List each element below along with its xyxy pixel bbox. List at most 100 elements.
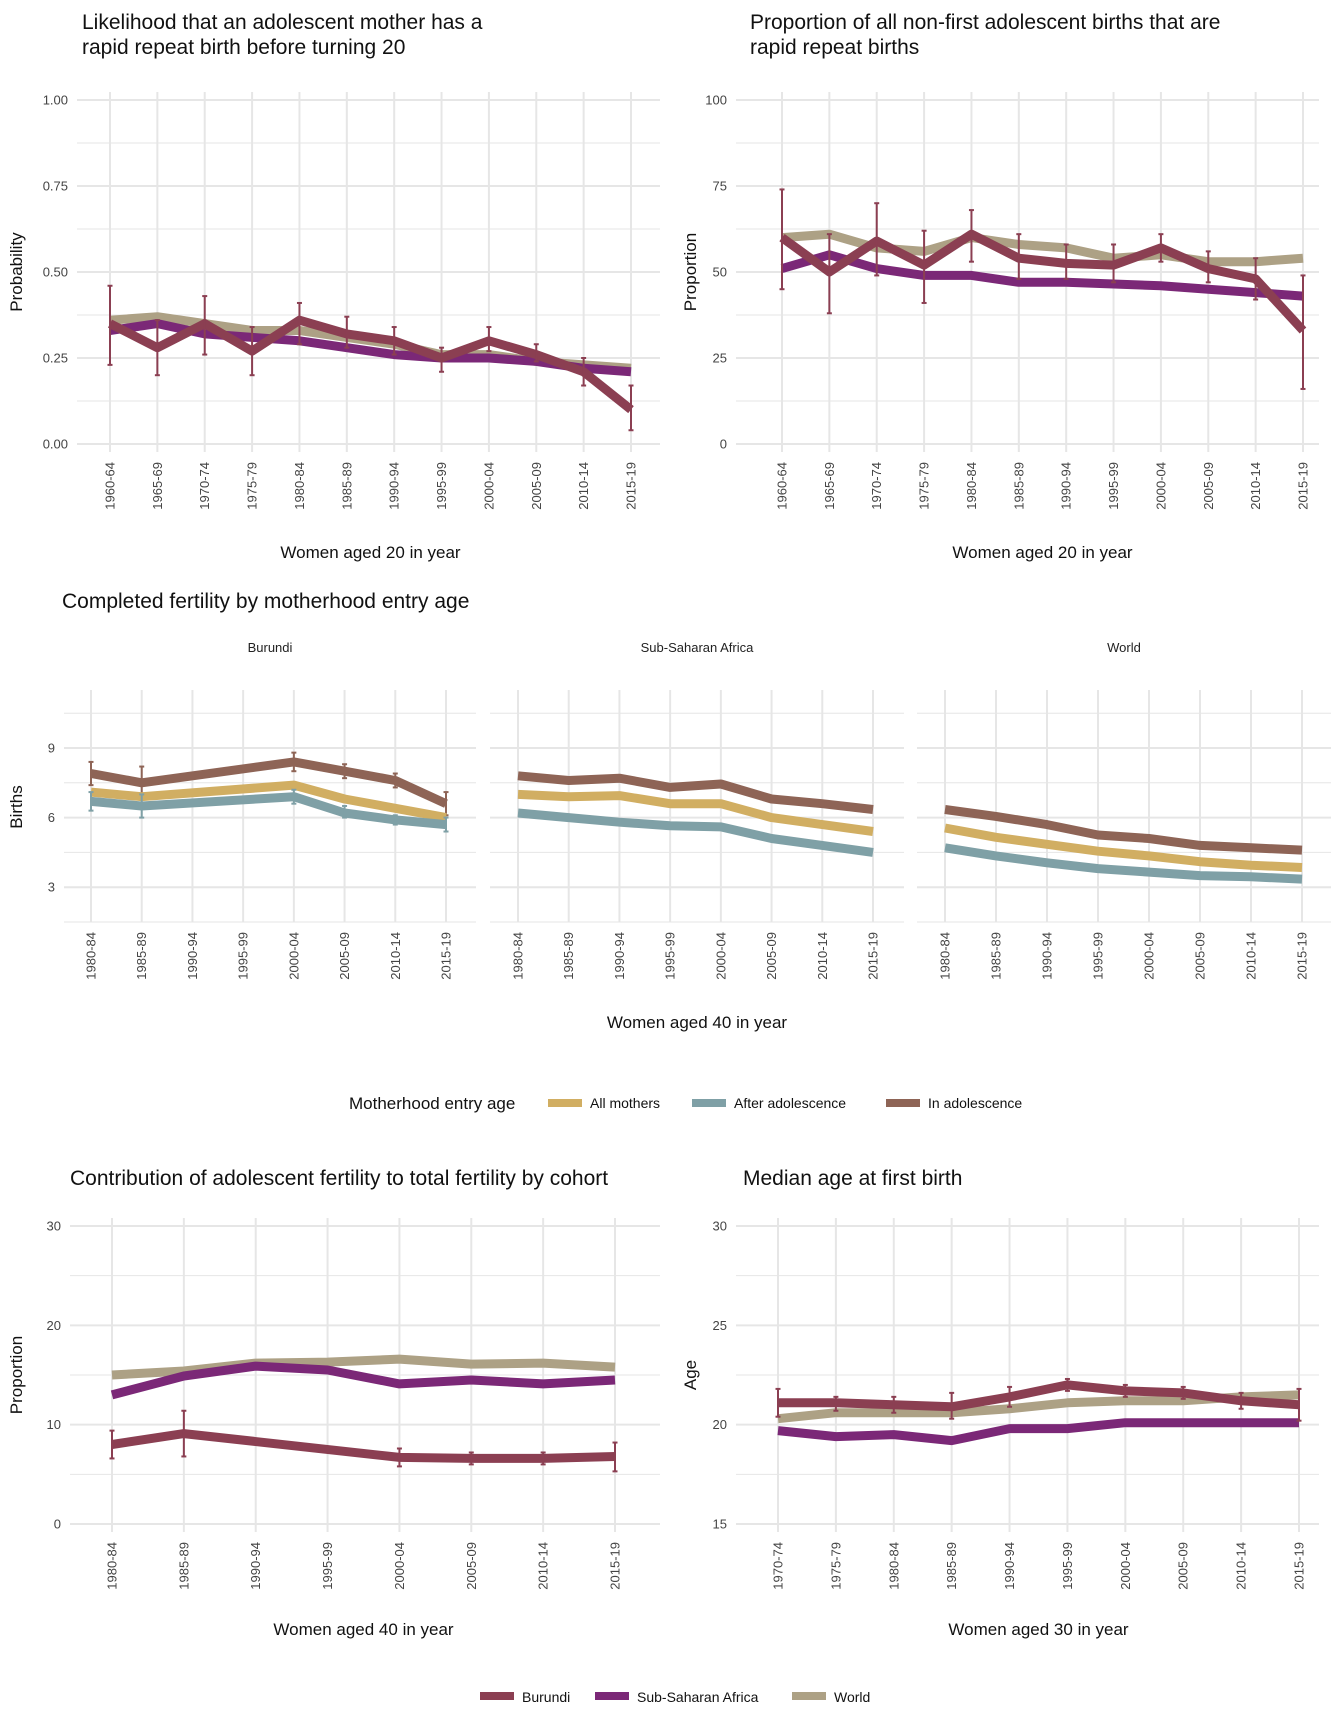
chart-median-age-first-birth: 15 20 25 30 1970-74 1975-79 1980-84 1985-89 1990…: [681, 1167, 1319, 1639]
chart-title: Contribution of adolescent fertility to …: [70, 1167, 608, 1190]
legend-key-sub-saharan-africa: [595, 1692, 629, 1700]
y-tick-label: 25: [713, 1318, 727, 1333]
x-tick-label: 2000-04: [481, 462, 496, 510]
x-axis-title: Women aged 20 in year: [952, 543, 1133, 562]
legend-label: All mothers: [590, 1095, 660, 1111]
burundi-errorbar: [181, 1409, 187, 1458]
facet-world: 1980-84 1985-89 1990-94 1995-99 2000-04 2005-…: [917, 640, 1331, 980]
x-tick-label: 1990-94: [387, 462, 402, 510]
facet-strip-label: Sub-Saharan Africa: [641, 640, 755, 655]
series-line-burundi: [107, 315, 634, 414]
facet-burundi: 3 6 9 1980-84 1985-89 1990-94 1995-99 2000-04 20…: [48, 640, 476, 980]
x-axis-title: Women aged 30 in year: [948, 1620, 1129, 1639]
x-tick-label: 1995-99: [434, 462, 449, 510]
y-tick-label: 100: [705, 93, 727, 108]
x-tick-label: 2005-09: [1193, 932, 1208, 980]
series-line-sub-saharan-africa: [777, 1418, 1299, 1446]
burundi-errorbar: [249, 326, 255, 377]
burundi-errorbar: [533, 343, 539, 363]
chart-title: rapid repeat birth before turning 20: [82, 36, 405, 59]
x-tick-label: 2010-14: [1244, 932, 1259, 980]
burundi-errorbar: [628, 384, 634, 432]
after-adolescence-errorbar: [342, 805, 348, 819]
series-burundi: [775, 1377, 1302, 1422]
x-tick-label: 2000-04: [1153, 462, 1168, 510]
x-tick-label: 2010-14: [1248, 462, 1263, 510]
series-after-adolescence: [517, 808, 874, 857]
x-tick-label: 2005-09: [1176, 1542, 1191, 1590]
x-tick-label: 1975-79: [917, 462, 932, 510]
x-tick-label: 1995-99: [663, 932, 678, 980]
burundi-errorbar: [1064, 1377, 1070, 1392]
y-tick-label: 20: [713, 1417, 727, 1432]
y-tick-label: 1.00: [43, 93, 68, 108]
legend-key-in-adolescence: [886, 1099, 920, 1107]
facet-strip-label: Burundi: [248, 640, 293, 655]
legend-key-burundi: [480, 1692, 514, 1700]
legend-item-after-adolescence: After adolescence: [692, 1095, 846, 1111]
legend-item-all-mothers: All mothers: [548, 1095, 660, 1111]
series-line-all-mothers: [90, 780, 447, 823]
x-tick-label: 1985-89: [1011, 462, 1026, 510]
burundi-errorbar: [949, 1391, 955, 1420]
burundi-errorbar: [439, 346, 445, 373]
chart-title: Proportion of all non-first adolescent b…: [750, 11, 1220, 34]
series-line-sub-saharan-africa: [110, 1361, 616, 1400]
x-tick-label: 1960-64: [103, 462, 118, 510]
x-tick-label: 1985-89: [989, 932, 1004, 980]
x-tick-label: 2015-19: [866, 932, 881, 980]
series-after-adolescence: [944, 843, 1303, 884]
x-tick-label: 1980-84: [84, 932, 99, 980]
legend-label: World: [834, 1689, 870, 1705]
facet-sub-saharan-africa: 1980-84 1985-89 1990-94 1995-99 2000-04 2005-…: [490, 640, 904, 980]
series-world: [111, 1354, 616, 1380]
burundi-errorbar: [1253, 257, 1259, 301]
burundi-errorbar: [612, 1441, 618, 1473]
after-adolescence-errorbar: [443, 816, 449, 833]
chart-title: Likelihood that an adolescent mother has…: [82, 11, 483, 34]
series-line-sub-saharan-africa: [780, 250, 1304, 301]
y-tick-label: 0.50: [43, 265, 68, 280]
burundi-errorbar: [1238, 1391, 1244, 1410]
burundi-errorbar: [1158, 233, 1164, 263]
series-line-world: [111, 1354, 616, 1380]
burundi-errorbar: [581, 357, 587, 387]
burundi-errorbar: [391, 326, 397, 356]
x-tick-label: 2010-14: [536, 1542, 551, 1590]
y-axis-title: Births: [7, 785, 26, 828]
x-tick-label: 1980-84: [938, 932, 953, 980]
x-tick-label: 2000-04: [392, 1542, 407, 1590]
x-axis-title: Women aged 20 in year: [280, 543, 461, 562]
x-tick-label: 1985-89: [561, 932, 576, 980]
legend-key-all-mothers: [548, 1099, 582, 1107]
burundi-errorbar: [344, 315, 350, 349]
x-tick-label: 1980-84: [964, 462, 979, 510]
x-tick-label: 2010-14: [815, 932, 830, 980]
x-tick-label: 1985-89: [134, 932, 149, 980]
burundi-errorbar: [1016, 233, 1022, 280]
x-tick-label: 1995-99: [1091, 932, 1106, 980]
legend-label: After adolescence: [734, 1095, 846, 1111]
burundi-errorbar: [921, 229, 927, 304]
x-tick-label: 2015-19: [439, 932, 454, 980]
x-tick-label: 1990-94: [1040, 932, 1055, 980]
x-tick-label: 1975-79: [828, 1542, 843, 1590]
series-burundi: [109, 1409, 618, 1473]
series-burundi: [107, 284, 634, 432]
x-tick-label: 1970-74: [197, 462, 212, 510]
legend-region: Burundi Sub-Saharan Africa World: [480, 1689, 870, 1705]
x-axis-title: Women aged 40 in year: [607, 1013, 788, 1032]
x-tick-label: 2010-14: [1234, 1542, 1249, 1590]
series-line-in-adolescence: [90, 757, 448, 808]
burundi-errorbar: [396, 1447, 402, 1468]
series-all-mothers: [944, 823, 1303, 872]
legend-key-after-adolescence: [692, 1099, 726, 1107]
chart-title: Completed fertility by motherhood entry …: [62, 590, 469, 613]
x-tick-label: 1995-99: [320, 1542, 335, 1590]
y-tick-label: 30: [47, 1219, 61, 1234]
burundi-errorbar: [1122, 1383, 1128, 1398]
x-axis-title: Women aged 40 in year: [273, 1620, 454, 1639]
x-tick-label: 2000-04: [286, 932, 301, 980]
series-in-adolescence: [88, 751, 449, 817]
x-tick-label: 1960-64: [775, 462, 790, 510]
